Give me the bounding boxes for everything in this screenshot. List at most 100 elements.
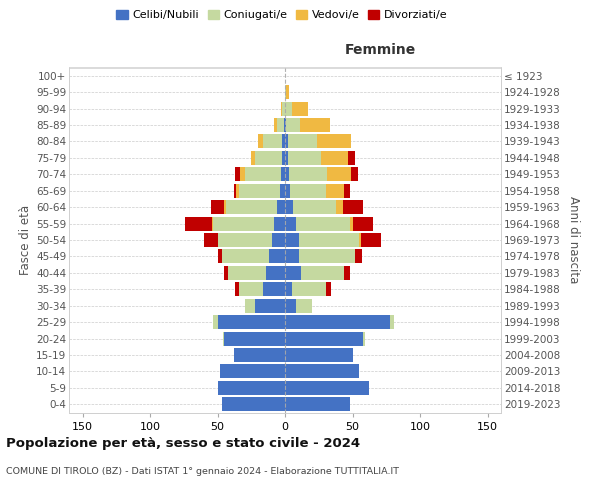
- Bar: [285, 184, 290, 198]
- Bar: [301, 266, 344, 280]
- Bar: [364, 332, 365, 345]
- Bar: [299, 250, 355, 264]
- Bar: [285, 168, 289, 181]
- Bar: [281, 168, 285, 181]
- Bar: [286, 118, 300, 132]
- Bar: [285, 216, 296, 230]
- Bar: [284, 118, 285, 132]
- Bar: [239, 184, 280, 198]
- Bar: [224, 200, 226, 214]
- Bar: [327, 168, 351, 181]
- Bar: [263, 282, 285, 296]
- Bar: [317, 134, 351, 148]
- Bar: [271, 233, 285, 247]
- Bar: [274, 118, 277, 132]
- Bar: [285, 398, 350, 411]
- Bar: [361, 233, 381, 247]
- Bar: [256, 298, 285, 312]
- Bar: [288, 134, 317, 148]
- Bar: [285, 233, 299, 247]
- Bar: [221, 250, 269, 264]
- Bar: [266, 266, 285, 280]
- Bar: [263, 134, 283, 148]
- Bar: [277, 118, 284, 132]
- Bar: [285, 85, 286, 99]
- Y-axis label: Anni di nascita: Anni di nascita: [567, 196, 580, 284]
- Bar: [283, 134, 285, 148]
- Bar: [285, 250, 299, 264]
- Bar: [292, 282, 325, 296]
- Bar: [343, 200, 364, 214]
- Bar: [212, 216, 214, 230]
- Bar: [277, 200, 285, 214]
- Bar: [285, 298, 296, 312]
- Bar: [349, 151, 355, 165]
- Bar: [337, 200, 343, 214]
- Bar: [350, 216, 353, 230]
- Bar: [283, 151, 285, 165]
- Bar: [218, 233, 271, 247]
- Bar: [293, 200, 337, 214]
- Bar: [224, 266, 228, 280]
- Legend: Celibi/Nubili, Coniugati/e, Vedovi/e, Divorziati/e: Celibi/Nubili, Coniugati/e, Vedovi/e, Di…: [112, 6, 452, 25]
- Bar: [221, 398, 285, 411]
- Bar: [235, 282, 239, 296]
- Bar: [185, 216, 212, 230]
- Bar: [211, 200, 224, 214]
- Bar: [241, 168, 245, 181]
- Bar: [220, 364, 285, 378]
- Bar: [214, 216, 274, 230]
- Bar: [353, 216, 373, 230]
- Bar: [214, 315, 218, 329]
- Y-axis label: Fasce di età: Fasce di età: [19, 205, 32, 275]
- Bar: [325, 282, 331, 296]
- Text: Femmine: Femmine: [344, 43, 416, 57]
- Bar: [296, 298, 312, 312]
- Bar: [355, 250, 362, 264]
- Bar: [292, 102, 308, 116]
- Bar: [234, 348, 285, 362]
- Bar: [285, 102, 292, 116]
- Bar: [285, 315, 391, 329]
- Bar: [269, 250, 285, 264]
- Bar: [218, 315, 285, 329]
- Bar: [285, 266, 301, 280]
- Bar: [285, 332, 364, 345]
- Bar: [218, 381, 285, 395]
- Bar: [325, 184, 344, 198]
- Bar: [285, 364, 359, 378]
- Bar: [296, 216, 350, 230]
- Bar: [256, 151, 283, 165]
- Bar: [285, 134, 288, 148]
- Bar: [285, 348, 353, 362]
- Bar: [300, 118, 329, 132]
- Bar: [285, 118, 286, 132]
- Bar: [299, 233, 359, 247]
- Bar: [285, 282, 292, 296]
- Text: Popolazione per età, sesso e stato civile - 2024: Popolazione per età, sesso e stato civil…: [6, 438, 360, 450]
- Bar: [234, 184, 236, 198]
- Bar: [204, 233, 218, 247]
- Bar: [283, 102, 285, 116]
- Bar: [251, 151, 256, 165]
- Bar: [351, 168, 358, 181]
- Bar: [258, 134, 263, 148]
- Bar: [280, 184, 285, 198]
- Bar: [285, 381, 369, 395]
- Bar: [391, 315, 394, 329]
- Bar: [239, 282, 263, 296]
- Bar: [285, 200, 293, 214]
- Bar: [281, 102, 283, 116]
- Bar: [236, 184, 239, 198]
- Bar: [229, 266, 266, 280]
- Bar: [226, 200, 277, 214]
- Bar: [344, 266, 350, 280]
- Bar: [235, 168, 241, 181]
- Text: COMUNE DI TIROLO (BZ) - Dati ISTAT 1° gennaio 2024 - Elaborazione TUTTITALIA.IT: COMUNE DI TIROLO (BZ) - Dati ISTAT 1° ge…: [6, 468, 399, 476]
- Bar: [274, 216, 285, 230]
- Bar: [286, 85, 289, 99]
- Bar: [223, 332, 224, 345]
- Bar: [344, 184, 350, 198]
- Bar: [290, 184, 325, 198]
- Bar: [245, 168, 281, 181]
